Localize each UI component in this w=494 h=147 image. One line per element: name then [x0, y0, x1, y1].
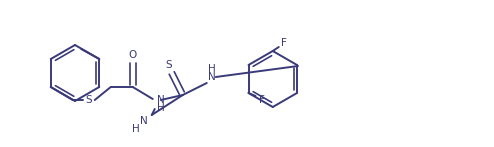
Text: S: S: [165, 60, 172, 70]
Text: S: S: [85, 95, 92, 105]
Text: N: N: [157, 95, 165, 105]
Text: F: F: [258, 95, 264, 105]
Text: H: H: [157, 103, 165, 113]
Text: H: H: [208, 64, 215, 74]
Text: O: O: [128, 50, 137, 60]
Text: N: N: [140, 116, 148, 126]
Text: N: N: [208, 72, 215, 82]
Text: F: F: [281, 38, 287, 48]
Text: H: H: [132, 124, 140, 134]
